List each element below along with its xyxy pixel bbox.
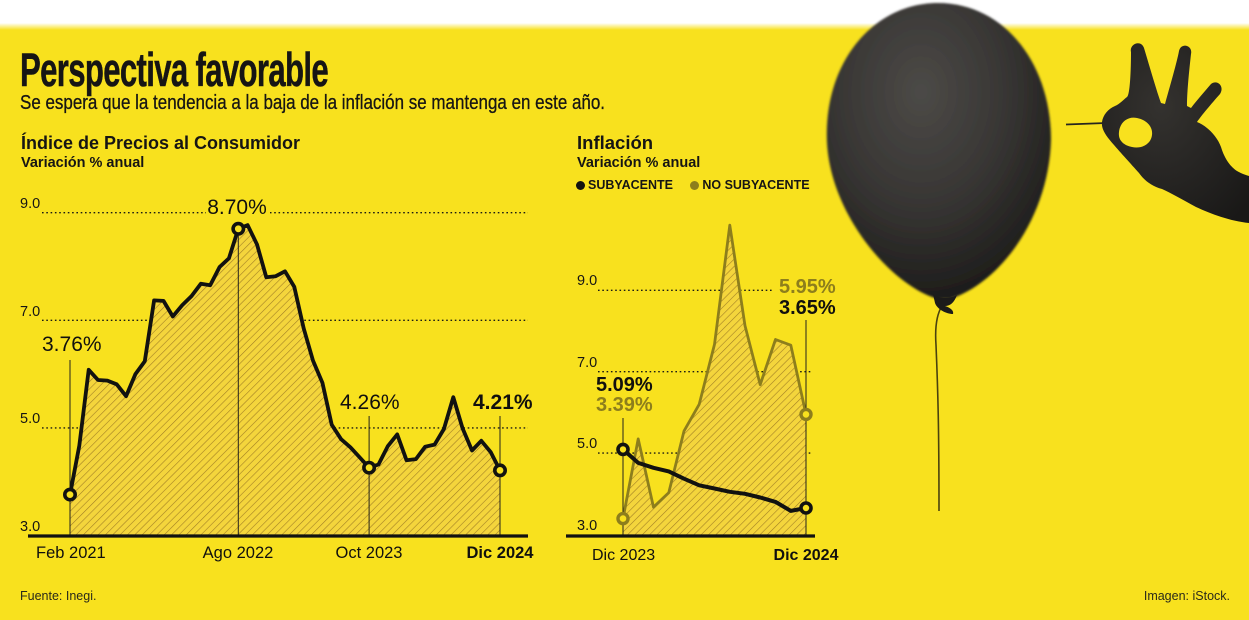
svg-text:9.0: 9.0: [20, 196, 40, 212]
svg-text:Oct 2023: Oct 2023: [336, 544, 403, 562]
svg-text:3.0: 3.0: [20, 519, 40, 535]
svg-text:9.0: 9.0: [577, 273, 597, 289]
svg-text:Dic 2024: Dic 2024: [774, 547, 839, 564]
svg-text:3.0: 3.0: [577, 518, 597, 534]
svg-text:4.21%: 4.21%: [473, 391, 533, 414]
svg-text:3.76%: 3.76%: [42, 333, 102, 356]
svg-text:5.0: 5.0: [577, 436, 597, 452]
svg-text:5.95%: 5.95%: [779, 276, 836, 298]
svg-text:Dic 2024: Dic 2024: [467, 544, 535, 562]
svg-text:3.39%: 3.39%: [596, 394, 653, 416]
svg-text:7.0: 7.0: [577, 355, 597, 371]
svg-text:Ago 2022: Ago 2022: [203, 544, 274, 562]
svg-text:Dic 2023: Dic 2023: [592, 547, 655, 564]
svg-text:5.09%: 5.09%: [596, 374, 653, 396]
svg-text:7.0: 7.0: [20, 304, 40, 320]
svg-text:Feb 2021: Feb 2021: [36, 544, 106, 562]
svg-text:4.26%: 4.26%: [340, 391, 400, 414]
svg-text:3.65%: 3.65%: [779, 297, 836, 319]
svg-text:5.0: 5.0: [20, 411, 40, 427]
svg-text:8.70%: 8.70%: [207, 196, 267, 219]
